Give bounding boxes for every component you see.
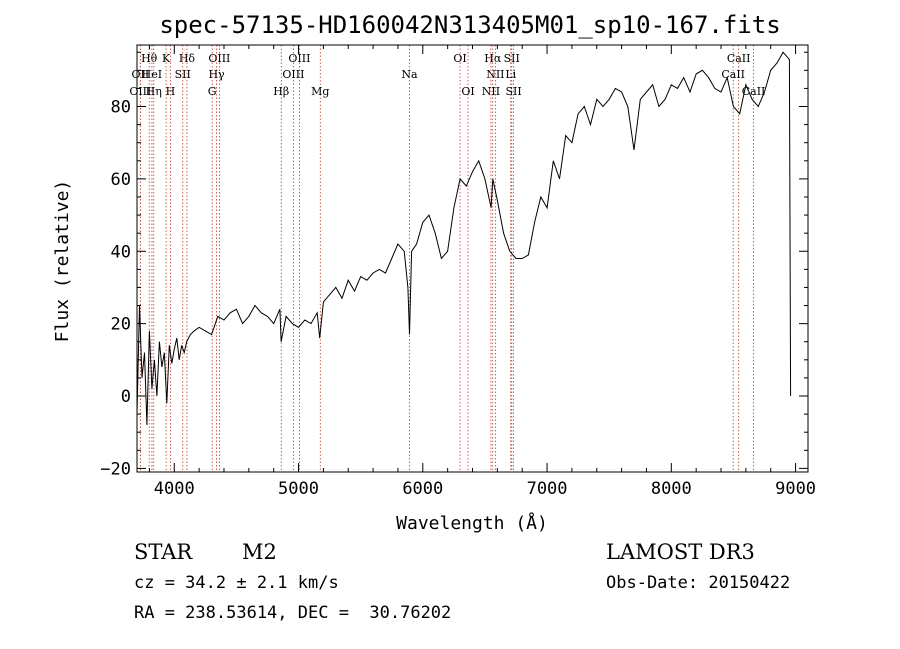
y-axis: −20 0 20 40 60 80	[100, 51, 808, 479]
marker-label-11: G	[208, 85, 217, 98]
marker-label-7: H	[166, 85, 176, 98]
marker-label-20: SII	[504, 52, 520, 65]
plot-frame	[136, 44, 809, 473]
marker-label-18: OI	[461, 85, 474, 98]
marker-label-15: Mg	[311, 85, 329, 98]
y-tick-label-2: 20	[111, 315, 131, 335]
y-tick-label-1: 0	[121, 387, 131, 407]
x-axis-label: Wavelength (Å)	[396, 512, 548, 534]
marker-label-26: CaII	[721, 68, 745, 81]
x-tick-label-0: 4000	[154, 479, 195, 499]
marker-label-2: OIII	[129, 85, 151, 98]
chart-title: spec-57135-HD160042N313405M01_sp10-167.f…	[159, 11, 780, 39]
object-class: STAR	[134, 540, 193, 564]
marker-label-0: Hθ	[141, 52, 158, 65]
coordinates: RA = 238.53614, DEC = 30.76202	[134, 603, 452, 623]
marker-label-4: Hη	[146, 85, 162, 98]
marker-label-3: HeI	[142, 68, 162, 81]
marker-label-16: Na	[401, 68, 418, 81]
object-subclass: M2	[242, 540, 277, 564]
y-tick-label-5: 80	[111, 98, 131, 118]
x-tick-label-1: 5000	[278, 479, 319, 499]
x-tick-label-2: 6000	[402, 479, 443, 499]
redshift-value: cz = 34.2 ± 2.1 km/s	[134, 573, 339, 593]
marker-label-21: NII	[486, 68, 504, 81]
spectrum-series	[136, 51, 792, 426]
y-tick-label-4: 60	[111, 170, 131, 190]
y-axis-label: Flux (relative)	[52, 180, 73, 343]
marker-label-23: NII	[482, 85, 500, 98]
marker-label-14: Hβ	[273, 85, 289, 98]
marker-label-10: Hγ	[208, 68, 225, 81]
series-line-0	[136, 51, 792, 426]
x-axis: 4000 5000 6000 7000 8000 9000	[148, 45, 816, 499]
marker-label-17: OI	[453, 52, 466, 65]
marker-label-22: Li	[505, 68, 516, 81]
x-tick-label-3: 7000	[527, 479, 568, 499]
marker-label-13: OIII	[282, 68, 304, 81]
marker-label-19: Hα	[484, 52, 502, 65]
marker-label-9: OIII	[208, 52, 230, 65]
marker-label-12: OIII	[288, 52, 310, 65]
y-tick-label-3: 40	[111, 242, 131, 262]
y-tick-label-0: −20	[100, 459, 131, 479]
obs-date: Obs-Date: 20150422	[606, 573, 791, 593]
marker-label-24: SII	[506, 85, 522, 98]
marker-label-5: K	[162, 52, 171, 65]
marker-label-6: SII	[175, 68, 191, 81]
x-tick-label-5: 9000	[775, 479, 816, 499]
marker-label-25: CaII	[727, 52, 751, 65]
survey-name: LAMOST DR3	[606, 540, 755, 564]
marker-label-8: Hδ	[179, 52, 196, 65]
x-tick-label-4: 8000	[651, 479, 692, 499]
